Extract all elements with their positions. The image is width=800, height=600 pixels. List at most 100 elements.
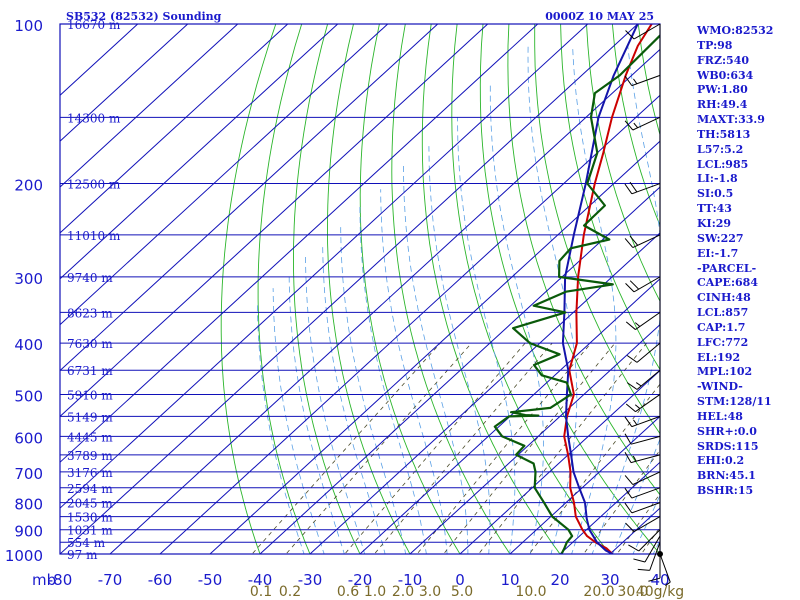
mixing-ratio-line [583,449,660,554]
pressure-unit-label: mb [32,571,56,589]
pressure-tick-label: 1000 [5,547,43,565]
wind-barb-flag [625,30,635,40]
dry-adiabat [421,24,561,554]
wind-barb-flag [625,321,636,330]
temperature-tick-label: -10 [398,571,423,589]
moist-adiabat [288,272,345,554]
mixing-ratio-line [344,342,526,554]
index-item: CAPE:684 [697,276,758,290]
height-label: 3789 m [67,449,113,463]
valid-time: 0000Z 10 MAY 25 [545,10,654,23]
temperature-tick-label: -80 [48,571,73,589]
temperature-tick-label: -70 [98,571,123,589]
isotherm [60,24,489,418]
wind-barb-flag [624,433,632,445]
height-label: 6731 m [67,364,113,378]
index-item: TH:5813 [697,127,751,141]
wind-barb-flag [633,78,638,85]
mixing-ratio-label: 0.6 [337,584,359,600]
moist-adiabat [571,45,617,554]
mixing-ratio-line [416,342,592,554]
wind-barb-flag [624,475,634,485]
isotherm [409,323,660,554]
wind-barb-flag [624,120,634,131]
index-item: SRDS:115 [697,439,759,453]
index-item: LFC:772 [697,335,749,349]
wind-barb-flag [633,558,646,563]
isotherm [509,415,660,554]
index-item: SHR+:0.0 [697,424,757,438]
station-title: SB532 (82532) Sounding [66,10,222,23]
dry-adiabat [534,24,660,435]
mixing-ratio-label: 10.0 [515,584,546,600]
index-item: KI:29 [697,216,732,230]
dewpoint-line [493,34,660,554]
mixing-ratio-label: 5.0 [451,584,473,600]
height-label: 9740 m [67,271,113,285]
wind-barb-flag [624,451,632,463]
isotherm [60,24,189,142]
index-item: EI:-1.7 [697,246,739,260]
wind-barb [631,487,661,499]
mixing-ratio-label: 0.1 [250,584,272,600]
wind-barb-flag [624,502,633,514]
isotherm [60,24,239,188]
pressure-tick-label: 400 [14,336,43,354]
sounding-indices: WMO:82532 TP:98 FRZ:540 WB0:634 PW:1.80 RH:49… [697,24,773,499]
wind-barb-flag [629,280,640,290]
data-layer [493,24,660,554]
temperature-tick-label: -20 [348,571,373,589]
height-label: 16670 m [67,18,121,32]
index-item: LCL:985 [697,157,749,171]
moist-adiabat [257,302,305,554]
wind-barb [632,471,661,486]
index-item: WB0:634 [697,68,754,82]
moist-adiabat [489,84,544,554]
height-label: 14300 m [67,111,121,125]
mixing-ratio-label: 40g/kg [636,584,684,600]
temperature-tick-label: -30 [298,571,323,589]
wind-barb [630,435,661,445]
index-item: STM:128/11 [697,395,772,409]
temperature-tick-label: 30 [600,571,619,589]
index-item: -PARCEL- [697,261,757,275]
index-item: TT:43 [697,202,732,216]
wind-barb-flag [624,487,633,499]
index-item: LCL:857 [697,306,749,320]
index-item: SW:227 [697,231,744,245]
moist-adiabat [403,165,469,554]
temperature-line [563,24,653,554]
wind-barb-flag [628,544,640,552]
dry-adiabat [257,24,311,554]
pressure-tick-label: 300 [14,270,43,288]
height-label: 554 m [67,536,106,550]
parcel-line [561,24,639,554]
wind-barb-flag [625,522,635,532]
wind-barb-flag [629,181,638,193]
mixing-ratio-line [373,342,553,554]
height-label: 97 m [67,548,98,562]
index-item: LI:-1.8 [697,172,738,186]
wind-barb-flag [624,416,633,427]
wind-barb-flag [633,122,639,129]
wind-barb-flag [633,419,638,426]
wind-barb-flag [626,355,638,363]
isotherm [60,24,289,234]
isotherm [309,232,660,554]
moist-adiabat [340,225,407,554]
pressure-tick-label: 100 [14,17,43,35]
dry-adiabat [220,24,277,554]
isotherm [60,24,439,372]
mixing-ratio-label: 2.0 [392,584,414,600]
index-item: WMO:82532 [697,24,774,37]
wind-barb-flag [632,455,637,462]
index-item: RH:49.4 [697,98,748,112]
wind-barb-flag [625,403,636,413]
moist-adiabat [359,205,427,554]
wind-barb [633,516,661,533]
wind-barb-flag [624,238,634,248]
wind-barb-flag [634,322,641,327]
height-label: 11010 m [67,229,121,243]
